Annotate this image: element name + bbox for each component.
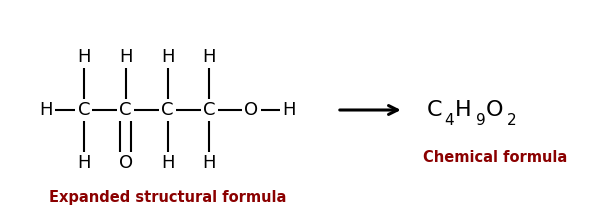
Text: H: H <box>283 101 296 119</box>
Text: C: C <box>78 101 90 119</box>
Text: C: C <box>162 101 174 119</box>
Text: H: H <box>454 100 471 120</box>
Text: 9: 9 <box>476 113 485 128</box>
Text: 2: 2 <box>507 113 516 128</box>
Text: C: C <box>119 101 132 119</box>
Text: H: H <box>77 48 90 66</box>
Text: H: H <box>39 101 52 119</box>
Text: 4: 4 <box>444 113 454 128</box>
Text: O: O <box>485 100 503 120</box>
Text: H: H <box>161 154 174 172</box>
Text: C: C <box>203 101 216 119</box>
Text: H: H <box>203 48 216 66</box>
Text: H: H <box>161 48 174 66</box>
Text: H: H <box>203 154 216 172</box>
Text: H: H <box>77 154 90 172</box>
Text: H: H <box>119 48 132 66</box>
Text: Expanded structural formula: Expanded structural formula <box>49 190 286 205</box>
Text: Chemical formula: Chemical formula <box>423 150 567 165</box>
Text: C: C <box>426 100 442 120</box>
Text: O: O <box>119 154 132 172</box>
Text: O: O <box>244 101 258 119</box>
